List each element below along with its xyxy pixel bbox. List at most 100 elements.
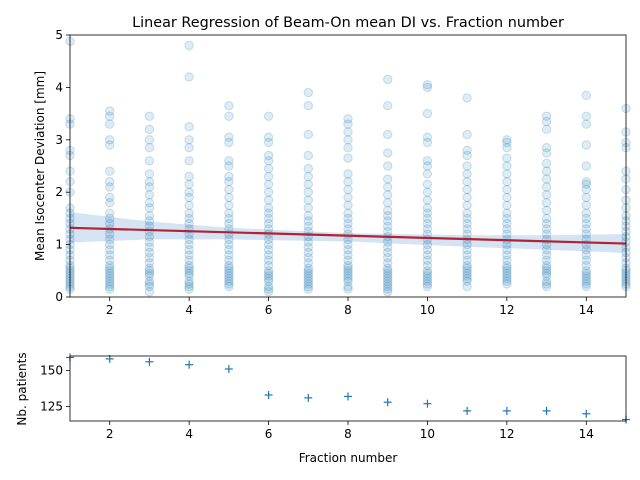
patient-count-marker xyxy=(423,399,432,408)
patient-count-marker xyxy=(582,409,591,418)
scatter-point xyxy=(422,260,433,271)
scatter-point xyxy=(422,80,433,90)
scatter-point xyxy=(263,234,274,245)
scatter-point xyxy=(422,239,433,250)
scatter-point xyxy=(581,260,591,271)
scatter-point xyxy=(343,250,353,260)
scatter-point xyxy=(303,266,313,276)
scatter-point xyxy=(303,216,313,226)
y-tick-label: 3 xyxy=(55,133,63,147)
scatter-point xyxy=(502,143,512,153)
scatter-point xyxy=(422,179,433,190)
scatter-point xyxy=(144,156,155,166)
scatter-point xyxy=(581,271,591,281)
scatter-point xyxy=(502,208,512,218)
scatter-point xyxy=(422,281,433,292)
scatter-point xyxy=(422,82,433,93)
scatter-point xyxy=(105,208,115,218)
scatter-point xyxy=(422,279,433,289)
scatter-point xyxy=(383,226,393,237)
scatter-point xyxy=(502,192,512,203)
scatter-point xyxy=(541,266,552,276)
scatter-point xyxy=(462,129,472,140)
scatter-point xyxy=(343,218,353,229)
scatter-point xyxy=(105,274,115,284)
scatter-point xyxy=(105,218,115,229)
scatter-point xyxy=(105,266,115,276)
scatter-point xyxy=(541,250,552,260)
scatter-point xyxy=(105,281,115,292)
scatter-point xyxy=(224,260,234,271)
scatter-point xyxy=(462,271,472,281)
scatter-point xyxy=(541,268,552,279)
scatter-point xyxy=(502,229,512,239)
scatter-point xyxy=(462,200,472,211)
scatter-point xyxy=(383,74,393,85)
scatter-point xyxy=(383,198,393,208)
scatter-point xyxy=(343,266,353,276)
scatter-point xyxy=(422,271,433,281)
scatter-point xyxy=(105,260,115,271)
scatter-point xyxy=(422,276,433,286)
scatter-point xyxy=(541,263,552,273)
scatter-point xyxy=(541,279,552,289)
scatter-point xyxy=(502,271,512,281)
scatter-point xyxy=(462,266,472,276)
scatter-point xyxy=(383,266,393,276)
scatter-point xyxy=(343,119,353,129)
scatter-point xyxy=(343,169,353,179)
scatter-point xyxy=(462,93,472,103)
scatter-point xyxy=(144,287,155,297)
scatter-point xyxy=(383,242,393,252)
scatter-point xyxy=(343,281,353,292)
scatter-point xyxy=(462,192,472,203)
scatter-point xyxy=(462,177,472,187)
patient-count-marker xyxy=(463,406,472,415)
scatter-point xyxy=(541,198,552,208)
scatter-point xyxy=(263,213,274,224)
scatter-point xyxy=(541,166,552,176)
scatter-point xyxy=(422,108,433,119)
scatter-point xyxy=(184,200,194,211)
x-tick-label: 14 xyxy=(579,427,594,441)
top-chart: Linear Regression of Beam-On mean DI vs.… xyxy=(33,15,631,317)
scatter-point xyxy=(144,135,155,145)
scatter-point xyxy=(343,263,353,273)
scatter-point xyxy=(184,255,194,265)
scatter-point xyxy=(263,281,274,292)
patient-count-marker xyxy=(344,392,352,401)
scatter-point xyxy=(383,148,393,158)
scatter-point xyxy=(224,245,234,255)
scatter-point xyxy=(383,161,393,171)
scatter-point xyxy=(422,161,433,171)
scatter-point xyxy=(343,271,353,281)
scatter-point xyxy=(581,90,591,101)
scatter-point xyxy=(303,253,313,263)
scatter-point xyxy=(581,250,591,260)
scatter-point xyxy=(343,274,353,284)
scatter-point xyxy=(144,268,155,279)
patient-count-markers xyxy=(66,353,630,424)
scatter-point xyxy=(383,284,393,294)
scatter-point xyxy=(383,190,393,200)
scatter-point xyxy=(422,268,433,279)
scatter-point xyxy=(462,281,472,292)
scatter-point xyxy=(541,271,552,281)
scatter-point xyxy=(581,276,591,286)
scatter-point xyxy=(184,213,194,224)
x-tick-label: 6 xyxy=(265,427,273,441)
scatter-point xyxy=(303,221,313,232)
scatter-point xyxy=(224,177,234,187)
scatter-point xyxy=(184,271,194,281)
patient-count-marker xyxy=(502,406,511,415)
scatter-point xyxy=(581,218,591,229)
scatter-point xyxy=(105,245,115,255)
patient-count-marker xyxy=(542,406,551,415)
scatter-point xyxy=(184,122,194,132)
scatter-point xyxy=(462,184,472,195)
scatter-point xyxy=(581,140,591,150)
scatter-point xyxy=(105,234,115,245)
scatter-point xyxy=(224,255,234,265)
scatter-point xyxy=(422,169,433,179)
